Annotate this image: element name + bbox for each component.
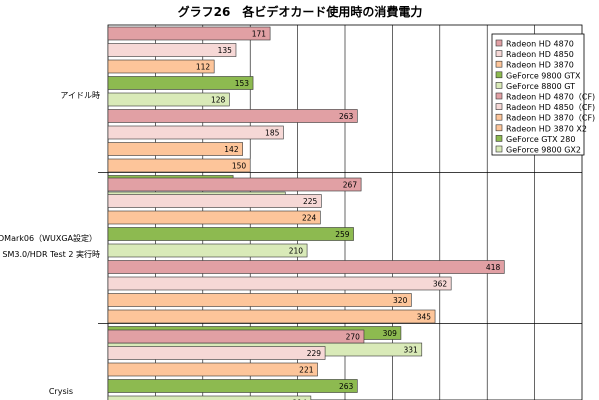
bar-value-label: 210: [289, 247, 304, 256]
legend-label: GeForce 9800 GTX: [506, 71, 581, 80]
bar: [107, 26, 271, 41]
legend-swatch: [495, 92, 503, 100]
legend-label: Radeon HD 4870（CF): [506, 93, 595, 102]
category-label: アイドル時: [60, 91, 100, 100]
bar-value-label: 214: [293, 399, 308, 400]
bar-value-label: 221: [299, 366, 314, 375]
legend-label: Radeon HD 3870 X2: [506, 124, 587, 133]
category-label: SM3.0/HDR Test 2 実行時: [2, 249, 100, 259]
bar: [107, 59, 215, 74]
bar: [107, 346, 326, 360]
legend-box: [491, 33, 585, 156]
legend-swatch: [495, 39, 503, 47]
bar-value-label: 362: [433, 280, 448, 289]
legend-label: Radeon HD 4870: [506, 40, 574, 49]
bar: [107, 177, 362, 192]
legend-swatch: [495, 103, 503, 110]
legend-label: Radeon HD 4850（CF): [506, 103, 595, 112]
bar: [107, 125, 284, 140]
legend-swatch: [495, 82, 503, 89]
category-label: Crysis: [49, 387, 73, 396]
bar: [107, 293, 412, 307]
legend-swatch: [495, 60, 503, 68]
bar-value-label: 267: [343, 181, 358, 190]
legend-swatch: [495, 145, 503, 153]
legend-swatch: [495, 124, 503, 132]
bar-value-label: 225: [303, 197, 318, 206]
legend-label: Radeon HD 3870（CF): [506, 114, 595, 123]
bar: [107, 76, 254, 90]
bar: [107, 227, 354, 241]
bar: [107, 43, 237, 57]
bar-value-label: 345: [417, 313, 432, 322]
chart-title: グラフ26 各ビデオカード使用時の消費電力: [178, 4, 423, 19]
category-label: 3DMark06（WUXGA設定）: [0, 233, 97, 243]
bar: [107, 329, 365, 344]
legend-label: GeForce 9800 GX2: [506, 146, 581, 155]
bar: [107, 142, 243, 156]
bar-value-label: 263: [339, 382, 354, 391]
bar-value-label: 171: [252, 30, 267, 39]
bar-value-label: 150: [232, 162, 247, 171]
legend-label: Radeon HD 4850: [506, 50, 574, 59]
legend-swatch: [495, 71, 503, 79]
bar: [107, 276, 452, 291]
bar: [107, 362, 318, 377]
bar-value-label: 142: [224, 145, 239, 154]
bar: [107, 395, 312, 400]
bars: 1711351121531282631851421501321872672252…: [107, 26, 505, 400]
legend-label: GeForce GTX 280: [506, 135, 575, 144]
bar-value-label: 128: [211, 96, 226, 105]
bar: [107, 109, 358, 123]
legend-swatch: [495, 135, 503, 142]
bar: [107, 92, 230, 107]
bar-value-label: 320: [393, 296, 408, 305]
bar-value-label: 112: [196, 63, 211, 72]
bar-value-label: 229: [307, 349, 322, 358]
bar-value-label: 135: [218, 46, 233, 55]
bar: [107, 260, 505, 274]
bar-value-label: 259: [335, 230, 350, 239]
bar: [107, 379, 358, 393]
bar-value-label: 185: [265, 129, 280, 138]
bar: [107, 243, 308, 258]
legend-swatch: [495, 50, 503, 57]
legend-label: GeForce 8800 GT: [506, 82, 575, 91]
bar: [107, 309, 436, 324]
bar-value-label: 331: [403, 346, 418, 355]
bar-value-label: 418: [486, 263, 501, 272]
legend-swatch: [495, 113, 503, 121]
bar: [107, 194, 322, 208]
bar-value-label: 263: [339, 112, 354, 121]
bar-value-label: 309: [383, 329, 398, 338]
bar-value-label: 224: [302, 214, 317, 223]
category-labels: アイドル時 3DMark06（WUXGA設定） SM3.0/HDR Test 2 実…: [0, 91, 100, 396]
legend-label: Radeon HD 3870: [506, 61, 574, 70]
bar: [107, 210, 321, 225]
bar-value-label: 153: [235, 79, 250, 88]
bar: [107, 158, 251, 173]
bar-value-label: 270: [346, 333, 361, 342]
